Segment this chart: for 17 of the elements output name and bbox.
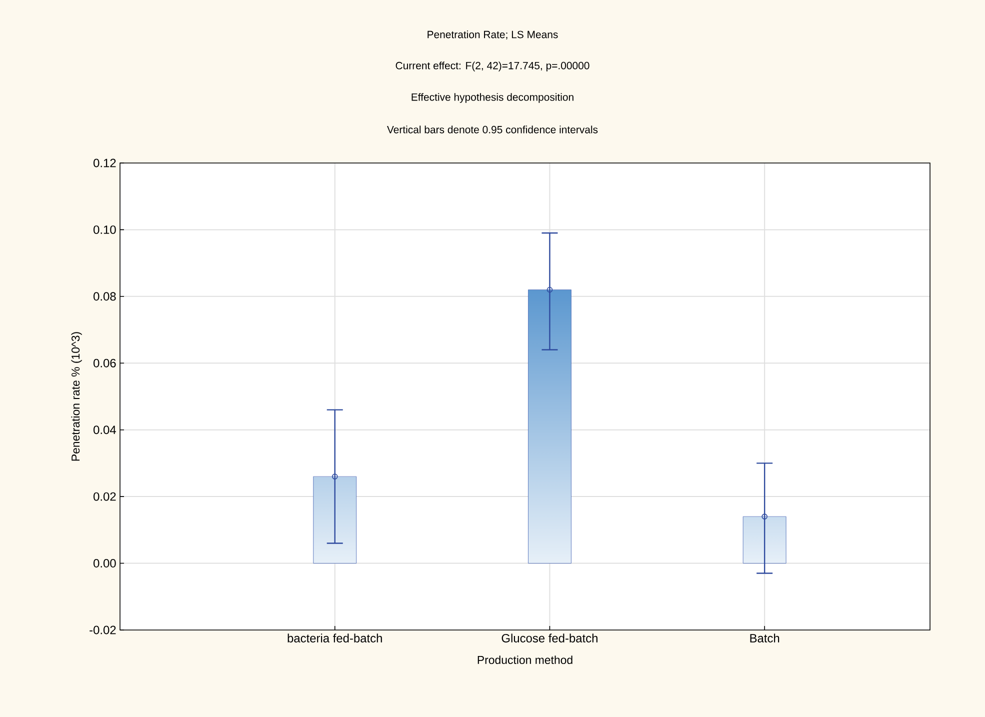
chart-subtitle: Current effect: F(2, 42)=17.745, p=.00000 (396, 62, 590, 72)
y-tick-label: 0.06 (94, 358, 116, 368)
y-tick-label: 0.08 (94, 292, 116, 301)
x-axis-title: Production method (478, 656, 572, 664)
y-tick-label: 0.00 (94, 559, 116, 568)
x-tick-label: bacteria fed-batch (288, 634, 382, 642)
chart-title: Penetration Rate; LS Means (428, 30, 558, 40)
y-tick-label: 0.12 (94, 158, 116, 168)
y-tick-label: 0.10 (94, 225, 116, 234)
x-tick-label: Batch (750, 634, 780, 642)
text: Vertical bars denote 0.95 confidence intervals (387, 126, 598, 134)
y-tick-label: 0.02 (94, 492, 116, 501)
y-tick-label: -0.02 (90, 626, 116, 634)
x-tick-label: Glucose fed-batch (502, 634, 598, 642)
y-tick-label: 0.04 (94, 426, 116, 434)
y-axis-title: Penetration rate % (10^3) (71, 332, 82, 461)
text: Effective hypothesis decomposition (412, 93, 574, 103)
